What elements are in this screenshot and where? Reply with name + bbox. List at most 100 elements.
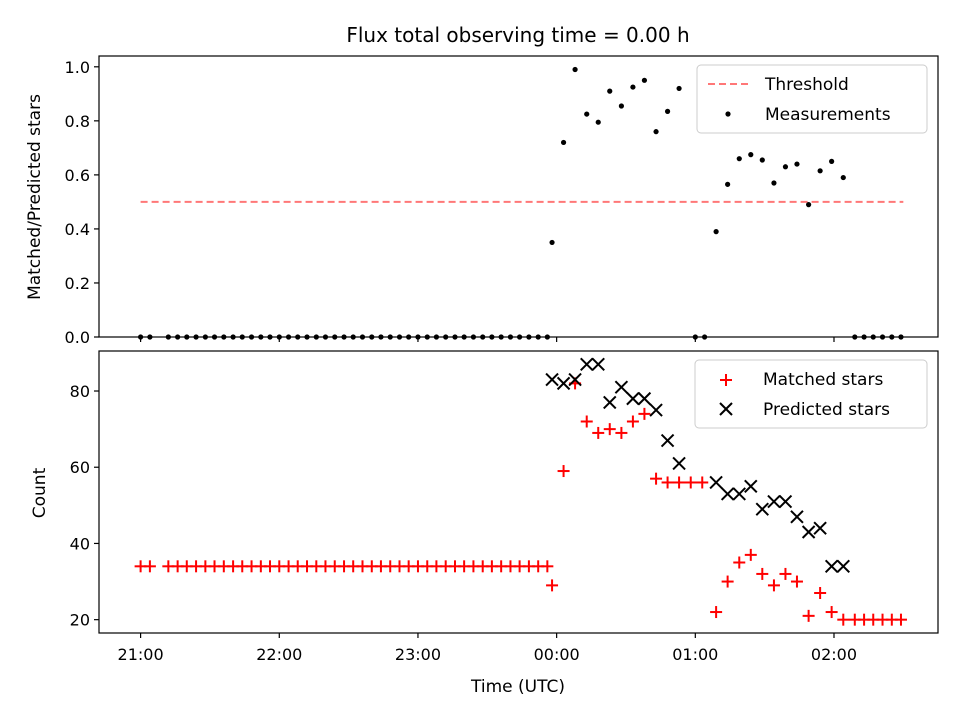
matched-stars-point xyxy=(603,423,616,436)
predicted-stars-point xyxy=(614,380,629,394)
measurements-point xyxy=(840,174,846,181)
measurements-point xyxy=(748,152,754,158)
matched-stars-point xyxy=(802,609,815,622)
matched-stars-point xyxy=(580,415,593,428)
x-tick-label: 02:00 xyxy=(811,645,857,664)
matched-stars-point xyxy=(814,586,827,599)
matched-stars-point xyxy=(615,426,628,439)
measurements-point xyxy=(794,161,800,167)
top-y-axis-label: Matched/Predicted stars xyxy=(25,94,45,300)
matched-stars-point xyxy=(756,567,769,580)
matched-stars-point xyxy=(790,575,803,588)
predicted-stars-point xyxy=(744,479,758,493)
x-tick: 02:00 xyxy=(811,633,857,664)
predicted-stars-point xyxy=(603,395,617,410)
bottom-x-ticks: 21:00 22:00 23:00 00:00 01:00 02:00 xyxy=(118,633,857,664)
top-y-ticks: 0.0 0.2 0.4 0.6 0.8 1.0 xyxy=(65,58,99,347)
matched-stars-point xyxy=(650,472,663,485)
predicted-stars-point xyxy=(556,376,571,391)
matched-stars-point xyxy=(638,407,651,420)
matched-stars-point xyxy=(143,560,156,573)
legend-measurements-swatch xyxy=(725,111,731,117)
x-tick: 22:00 xyxy=(256,633,302,664)
predicted-stars-point xyxy=(626,391,640,406)
y-tick: 0.8 xyxy=(65,112,99,131)
predicted-stars-point xyxy=(755,502,770,516)
matched-stars-point xyxy=(779,567,792,580)
measurements-point xyxy=(759,157,765,163)
top-x-ticks xyxy=(140,337,835,342)
matched-stars-point xyxy=(626,415,639,428)
measurements-point xyxy=(771,180,777,186)
predicted-stars-point xyxy=(545,372,559,387)
predicted-stars-point xyxy=(790,510,804,524)
measurements-point xyxy=(782,164,789,170)
top-panel: 0.0 0.2 0.4 0.6 0.8 1.0 Matched/Predicted sta… xyxy=(25,55,939,347)
y-tick: 1.0 xyxy=(65,58,99,77)
measurements-point xyxy=(829,158,835,164)
y-tick-label: 20 xyxy=(70,611,90,630)
x-tick: 00:00 xyxy=(534,633,580,664)
matched-stars-point xyxy=(557,465,570,478)
measurements-point xyxy=(618,103,624,109)
y-tick-label: 1.0 xyxy=(65,58,90,77)
legend-predicted-swatch xyxy=(719,402,733,416)
bottom-legend-box xyxy=(694,359,928,429)
x-tick: 23:00 xyxy=(395,633,441,664)
measurements-point xyxy=(572,66,578,73)
predicted-stars-point xyxy=(649,403,663,417)
predicted-stars-point xyxy=(672,456,686,471)
x-axis-label: Time (UTC) xyxy=(470,677,565,697)
measurements-point xyxy=(607,88,613,94)
predicted-stars-point xyxy=(836,559,850,574)
measurements-point xyxy=(560,139,567,146)
x-tick-label: 22:00 xyxy=(256,645,302,664)
predicted-stars-point xyxy=(580,357,594,372)
predicted-stars-point xyxy=(813,521,827,535)
y-tick-label: 0.8 xyxy=(65,112,90,131)
matched-stars-point xyxy=(721,575,734,588)
top-axes-frame xyxy=(98,55,939,338)
matched-stars-point xyxy=(767,579,780,592)
matched-stars-point xyxy=(894,613,907,626)
y-tick: 0.4 xyxy=(65,220,99,239)
predicted-stars-point xyxy=(778,494,793,509)
legend-measurements-label: Measurements xyxy=(765,105,891,125)
y-tick: 20 xyxy=(70,611,99,630)
y-tick-label: 80 xyxy=(70,382,90,401)
predicted-stars-point xyxy=(801,525,816,539)
y-tick-label: 40 xyxy=(70,534,90,553)
x-tick: 01:00 xyxy=(672,633,718,664)
y-tick: 60 xyxy=(70,458,99,477)
x-tick-label: 01:00 xyxy=(672,645,718,664)
x-tick-label: 00:00 xyxy=(534,645,580,664)
y-tick-label: 0.6 xyxy=(65,166,90,185)
bottom-legend: Matched stars Predicted stars xyxy=(694,359,928,429)
matched-stars-point xyxy=(733,556,746,569)
measurements-point xyxy=(817,168,823,174)
top-legend-box xyxy=(696,64,928,134)
y-tick-label: 60 xyxy=(70,458,90,477)
y-tick-label: 0.0 xyxy=(65,328,90,347)
y-tick-label: 0.2 xyxy=(65,274,90,293)
predicted-stars-point xyxy=(767,494,781,509)
measurements-point xyxy=(549,239,555,246)
measurements-point xyxy=(630,84,636,90)
measurements-point xyxy=(595,119,601,125)
legend-threshold-label: Threshold xyxy=(764,75,849,95)
matched-stars-point xyxy=(837,613,850,626)
predicted-stars-point xyxy=(660,433,675,448)
matched-stars-point xyxy=(546,579,559,592)
predicted-stars-point xyxy=(824,559,839,574)
x-tick: 21:00 xyxy=(118,633,164,664)
legend-predicted-label: Predicted stars xyxy=(763,400,890,420)
matched-stars-point xyxy=(744,548,757,561)
matched-stars-point xyxy=(592,426,605,439)
figure-title: Flux total observing time = 0.00 h xyxy=(346,23,689,47)
top-legend: Threshold Measurements xyxy=(696,64,928,134)
measurements-point xyxy=(725,181,731,187)
measurements-point xyxy=(676,85,682,92)
x-tick-label: 21:00 xyxy=(118,645,164,664)
